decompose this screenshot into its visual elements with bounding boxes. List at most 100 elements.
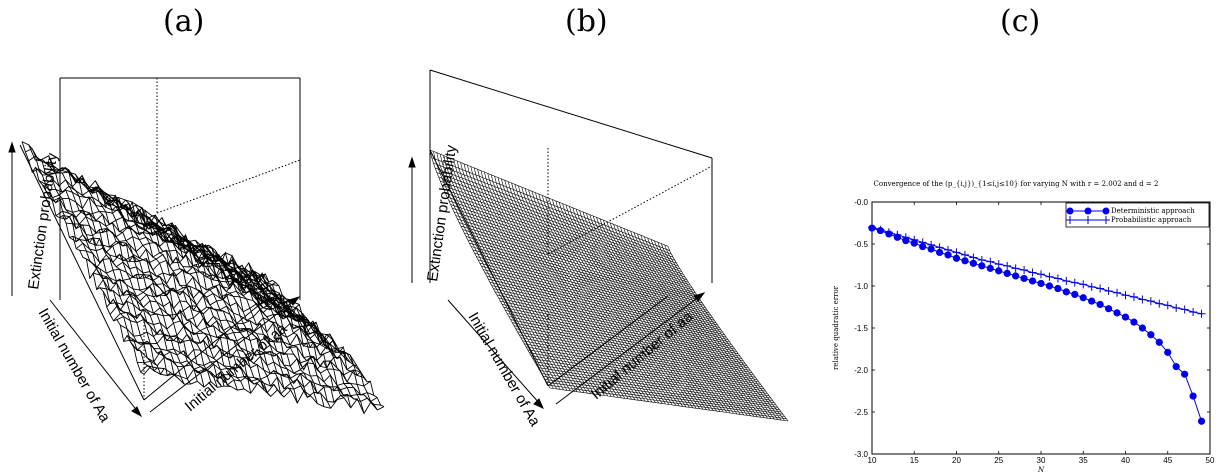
data-point — [995, 267, 1003, 275]
data-point — [944, 245, 953, 254]
data-point — [1147, 331, 1155, 339]
mesh-line — [548, 384, 787, 419]
mesh-line — [496, 294, 735, 350]
mesh-line — [527, 349, 766, 392]
data-point — [1146, 297, 1155, 306]
x-tick-label: 30 — [1037, 456, 1046, 465]
data-point — [960, 250, 969, 259]
mesh-line — [525, 346, 765, 390]
data-point — [1105, 305, 1113, 313]
data-point — [1197, 309, 1206, 318]
data-point — [1130, 318, 1138, 326]
mesh-line — [137, 357, 378, 402]
mesh-line — [534, 361, 773, 401]
x-tick-label: 25 — [994, 456, 1003, 465]
mesh-line — [558, 202, 680, 407]
mesh-line — [515, 328, 754, 376]
mesh-line — [143, 366, 385, 415]
mesh-line — [616, 225, 738, 415]
mesh-line — [589, 214, 711, 411]
mesh-line — [126, 335, 368, 383]
y-axis-label: relative quadratic error — [832, 285, 840, 370]
data-point — [961, 257, 969, 265]
data-point — [1121, 313, 1130, 321]
mesh-line — [130, 341, 371, 387]
mesh-line — [500, 300, 739, 355]
legend-marker-circle — [1066, 207, 1074, 215]
data-point — [986, 264, 994, 272]
mesh-line — [606, 221, 728, 413]
data-point — [1045, 272, 1054, 281]
y-tick-label: -3.0 — [854, 450, 868, 459]
data-point — [1181, 370, 1189, 378]
data-point — [919, 242, 927, 251]
data-point — [1053, 274, 1062, 283]
surface-plot-b: Extinction probability Initial number of… — [408, 69, 789, 430]
mesh-line — [654, 240, 775, 420]
data-point — [1079, 294, 1087, 302]
mesh-line — [552, 199, 673, 406]
x-tick-label: 40 — [1121, 456, 1130, 465]
data-point — [952, 248, 961, 257]
data-point — [1003, 269, 1011, 277]
data-point — [1020, 274, 1028, 283]
data-point — [910, 235, 919, 244]
x-tick-label: 10 — [868, 456, 877, 465]
mesh-line — [248, 262, 372, 403]
mesh-line — [508, 316, 747, 366]
mesh-line — [592, 215, 714, 411]
legend-label-probabilistic: Probabilistic approach — [1111, 216, 1192, 224]
mesh-line — [503, 307, 742, 359]
legend: Deterministic approach Probabilistic app… — [1065, 202, 1210, 228]
mesh-line — [536, 364, 775, 403]
surface-b-xlabel: Initial number of Aa — [465, 310, 544, 430]
mesh-line — [596, 217, 717, 412]
y-tick-label: -2.5 — [854, 408, 868, 417]
x-tick-label: 45 — [1163, 456, 1172, 465]
mesh-line — [529, 352, 768, 394]
y-tick-label: -0.5 — [854, 240, 868, 249]
mesh-line — [531, 355, 770, 397]
data-point — [1054, 284, 1062, 293]
y-tick-label: -2.0 — [854, 366, 868, 375]
mesh-line — [495, 291, 734, 348]
mesh-line — [541, 373, 780, 410]
y-tick-label: -0.0 — [854, 198, 868, 207]
mesh-line — [544, 379, 783, 415]
mesh-line — [510, 319, 749, 369]
data-point — [969, 259, 978, 267]
x-axis-label: N — [1037, 466, 1045, 473]
data-point — [1037, 270, 1045, 279]
mesh-line — [140, 364, 381, 406]
data-point — [935, 243, 944, 252]
mesh-line — [569, 206, 690, 408]
mesh-line — [623, 228, 745, 416]
data-point — [1189, 392, 1197, 400]
surface-a-axis-arrows — [8, 141, 301, 418]
mesh-line — [254, 271, 378, 411]
mesh-line — [524, 343, 763, 387]
x-tick-label: 15 — [910, 456, 919, 465]
mesh-line — [491, 285, 730, 343]
series-probabilistic — [868, 223, 1206, 318]
mesh-line — [572, 207, 694, 408]
mesh-line — [613, 224, 734, 414]
surface-b-axis-arrows — [408, 156, 706, 409]
mesh-line — [630, 231, 751, 416]
mesh-line — [106, 298, 348, 361]
data-point — [901, 233, 910, 242]
data-point — [893, 230, 902, 239]
mesh-line — [133, 346, 374, 396]
data-point — [952, 254, 961, 262]
data-point — [1012, 272, 1020, 280]
mesh-line — [555, 200, 677, 406]
mesh-line — [532, 358, 771, 399]
chart-title: Convergence of the (p_{i,j})_{1≤i,j≤10} … — [874, 180, 1159, 188]
mesh-line — [522, 340, 761, 385]
data-point — [1104, 287, 1113, 296]
data-point — [1062, 276, 1071, 285]
data-point — [1121, 291, 1130, 300]
mesh-line — [498, 297, 737, 352]
mesh-line — [505, 310, 744, 362]
mesh-line — [539, 370, 778, 408]
